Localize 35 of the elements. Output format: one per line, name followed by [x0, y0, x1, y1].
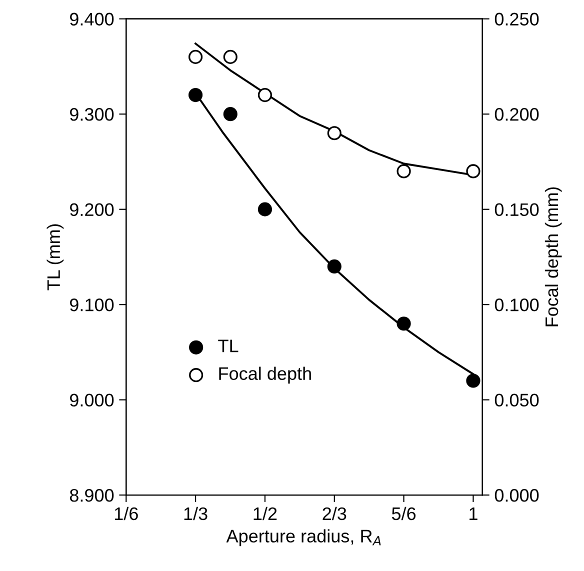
y-axis-title: TL (mm)	[46, 224, 64, 290]
x-tick-label: 1/2	[254, 506, 277, 520]
x-tick-label: 1/3	[184, 506, 208, 520]
x-tick-label: 2/3	[322, 506, 346, 520]
legend-label: TL	[218, 340, 238, 352]
point	[327, 126, 342, 140]
x-axis-title: Aperture radius, R$_{A}$	[226, 529, 381, 546]
point	[223, 50, 238, 64]
y2-tick-label: 0.050	[494, 394, 539, 407]
y2-tick-label: 0.100	[494, 298, 539, 312]
legend-label: Focal depth	[219, 366, 311, 384]
point	[396, 316, 411, 331]
x-tick-label: 1/6	[114, 506, 138, 520]
point	[188, 50, 203, 64]
point	[223, 107, 238, 122]
point	[396, 164, 411, 178]
y2-tick-label: 0.200	[494, 108, 539, 121]
y2-axis-title: Focal depth (mm)	[544, 187, 562, 326]
y-tick-label: 9.000	[70, 394, 114, 407]
point	[466, 374, 480, 388]
y2-tick-label: 0.000	[494, 488, 539, 502]
point	[258, 88, 272, 102]
y-tick-label: 9.400	[70, 12, 114, 26]
y-tick-label: 9.300	[70, 108, 114, 121]
y2-tick-label: 0.250	[494, 12, 539, 26]
y2-tick-label: 0.150	[494, 203, 539, 216]
x-tick-label: 1	[470, 508, 478, 520]
x-tick-label: 5/6	[392, 506, 416, 520]
point	[258, 202, 272, 216]
point	[466, 164, 480, 178]
y-tick-label: 9.200	[70, 203, 114, 216]
y-tick-label: 8.900	[70, 488, 114, 502]
point	[188, 88, 203, 102]
point	[327, 259, 342, 274]
y-tick-label: 9.100	[70, 298, 114, 312]
